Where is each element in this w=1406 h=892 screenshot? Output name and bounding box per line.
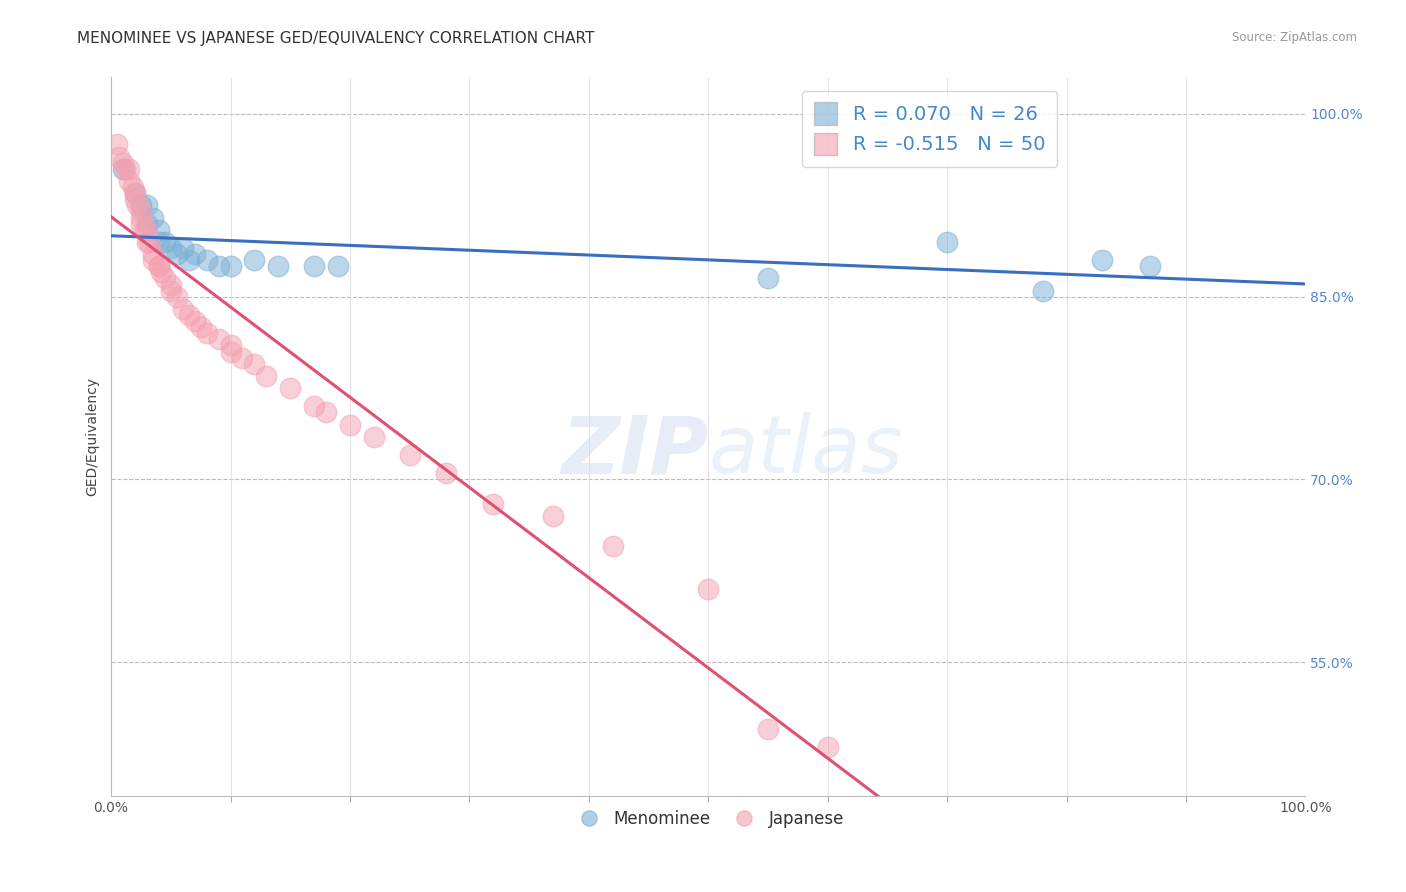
Point — [118, 174, 141, 188]
Point — [153, 271, 176, 285]
Point — [148, 235, 170, 249]
Point — [136, 235, 159, 249]
Point — [219, 344, 242, 359]
Point — [315, 405, 337, 419]
Text: atlas: atlas — [709, 412, 903, 490]
Point — [121, 180, 143, 194]
Point — [1032, 284, 1054, 298]
Point — [136, 198, 159, 212]
Point — [136, 217, 159, 231]
Point — [177, 253, 200, 268]
Point — [159, 241, 181, 255]
Point — [243, 357, 266, 371]
Point — [118, 161, 141, 176]
Point — [936, 235, 959, 249]
Point — [207, 259, 229, 273]
Point — [231, 351, 253, 365]
Point — [148, 259, 170, 273]
Point — [190, 320, 212, 334]
Point — [172, 241, 194, 255]
Point — [142, 247, 165, 261]
Point — [1139, 259, 1161, 273]
Point — [302, 259, 325, 273]
Point — [114, 161, 136, 176]
Point — [153, 235, 176, 249]
Point — [398, 448, 420, 462]
Point — [112, 155, 135, 169]
Point — [105, 137, 128, 152]
Point — [183, 247, 205, 261]
Point — [207, 332, 229, 346]
Point — [817, 740, 839, 755]
Point — [172, 301, 194, 316]
Point — [142, 253, 165, 268]
Point — [124, 186, 146, 201]
Point — [150, 265, 173, 279]
Point — [219, 338, 242, 352]
Point — [195, 253, 218, 268]
Point — [129, 198, 152, 212]
Point — [134, 223, 156, 237]
Text: ZIP: ZIP — [561, 412, 709, 490]
Point — [219, 259, 242, 273]
Point — [541, 508, 564, 523]
Point — [482, 497, 505, 511]
Point — [1091, 253, 1114, 268]
Point — [756, 271, 779, 285]
Point — [177, 308, 200, 322]
Point — [267, 259, 290, 273]
Point — [326, 259, 349, 273]
Point — [697, 582, 720, 596]
Point — [602, 540, 624, 554]
Point — [129, 211, 152, 225]
Point — [166, 290, 188, 304]
Point — [124, 192, 146, 206]
Legend: Menominee, Japanese: Menominee, Japanese — [565, 803, 851, 835]
Point — [129, 204, 152, 219]
Point — [159, 277, 181, 292]
Point — [112, 161, 135, 176]
Point — [127, 198, 149, 212]
Point — [148, 259, 170, 273]
Y-axis label: GED/Equivalency: GED/Equivalency — [86, 377, 100, 496]
Point — [434, 467, 457, 481]
Point — [138, 235, 160, 249]
Text: Source: ZipAtlas.com: Source: ZipAtlas.com — [1232, 31, 1357, 45]
Point — [195, 326, 218, 341]
Point — [108, 150, 131, 164]
Point — [278, 381, 301, 395]
Point — [756, 722, 779, 736]
Point — [183, 314, 205, 328]
Point — [159, 284, 181, 298]
Point — [363, 430, 385, 444]
Point — [339, 417, 361, 432]
Point — [243, 253, 266, 268]
Point — [136, 223, 159, 237]
Point — [302, 400, 325, 414]
Point — [142, 211, 165, 225]
Point — [166, 247, 188, 261]
Point — [254, 368, 277, 383]
Point — [129, 217, 152, 231]
Point — [148, 223, 170, 237]
Point — [124, 186, 146, 201]
Text: MENOMINEE VS JAPANESE GED/EQUIVALENCY CORRELATION CHART: MENOMINEE VS JAPANESE GED/EQUIVALENCY CO… — [77, 31, 595, 46]
